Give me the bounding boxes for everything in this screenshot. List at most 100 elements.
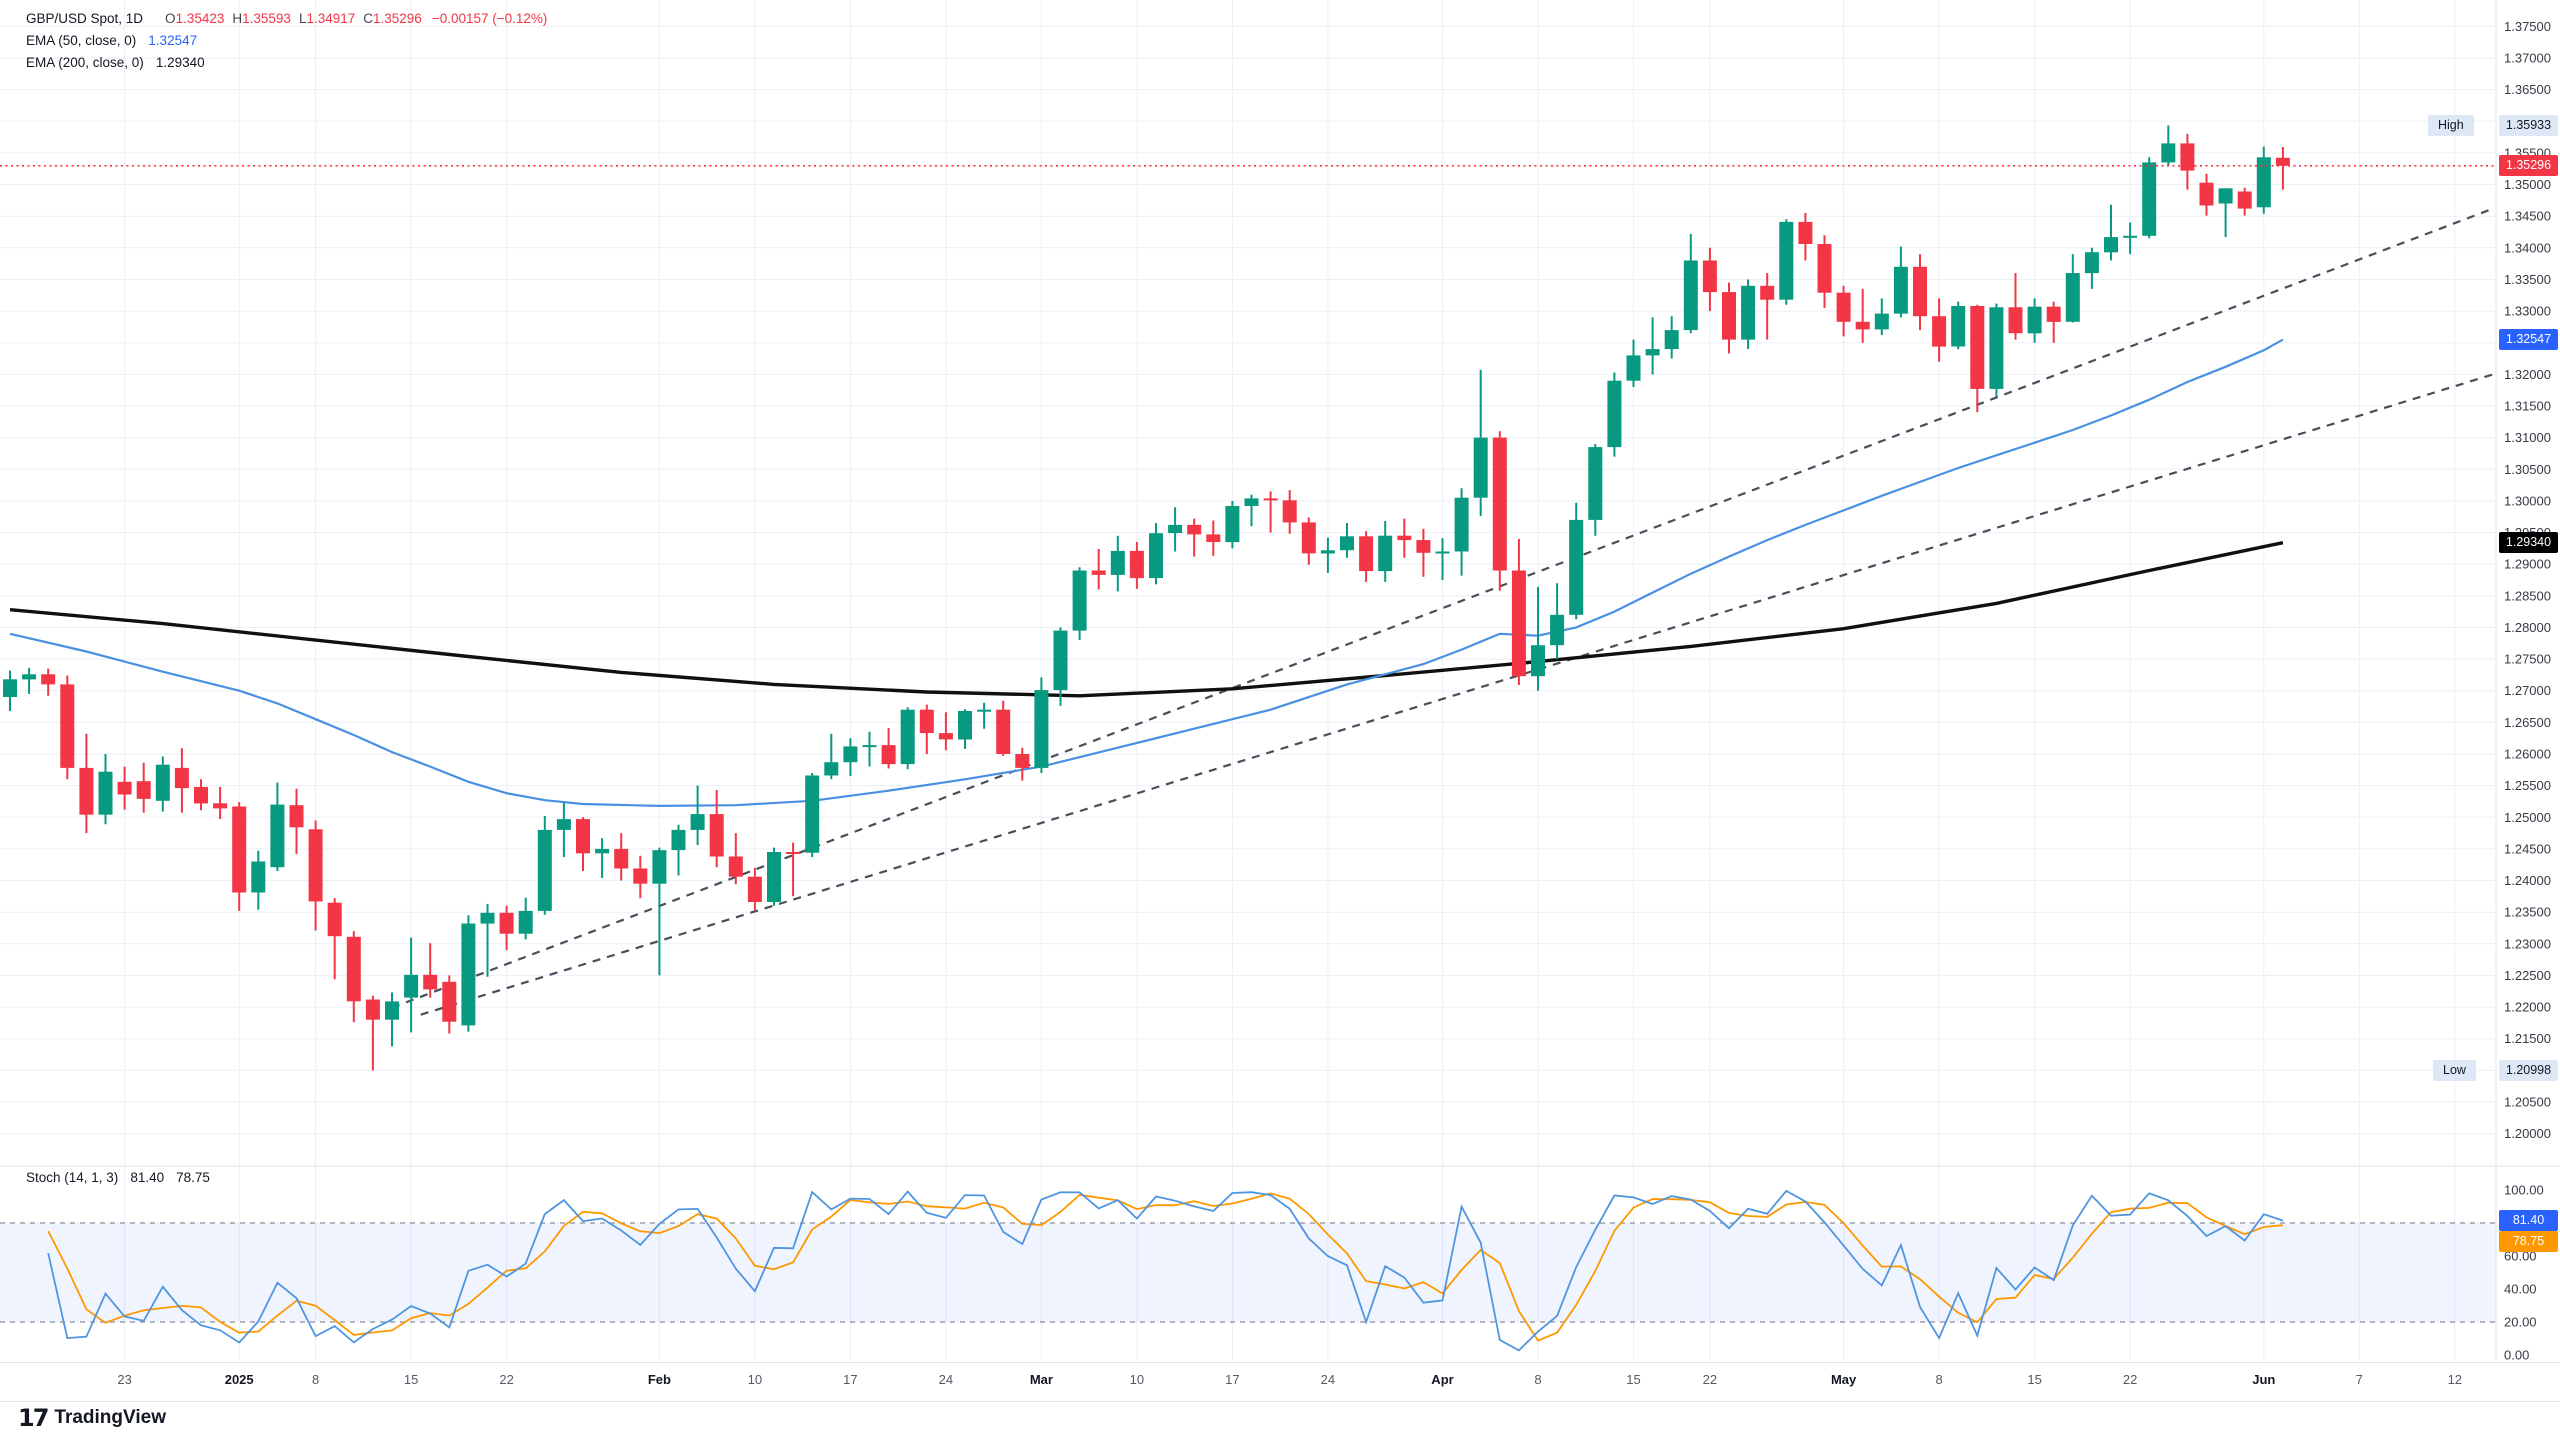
time-label: 10 — [1129, 1372, 1145, 1387]
open-value: 1.35423 — [175, 11, 225, 26]
close-label: C — [363, 11, 374, 26]
high-value: 1.35593 — [242, 11, 291, 26]
stoch-k-value: 81.40 — [130, 1170, 165, 1185]
stoch-d-line[interactable] — [47, 1192, 2283, 1342]
time-label: 15 — [403, 1372, 419, 1387]
stoch-legend-row[interactable]: Stoch (14, 1, 3) 81.40 78.75 — [26, 1170, 210, 1185]
trendlines[interactable] — [391, 207, 2494, 1016]
svg-text:1.30000: 1.30000 — [2504, 493, 2551, 508]
time-label: 12 — [2447, 1372, 2463, 1387]
svg-text:1.23000: 1.23000 — [2504, 936, 2551, 951]
stoch-k-axis-badge: 81.40 — [2499, 1210, 2558, 1232]
svg-text:1.26000: 1.26000 — [2504, 747, 2551, 762]
ema50-value: 1.32547 — [148, 33, 198, 48]
svg-text:1.21500: 1.21500 — [2504, 1031, 2551, 1046]
ema50-axis-badge: 1.32547 — [2499, 329, 2558, 351]
symbol-legend-row[interactable]: GBP/USD Spot, 1D O1.35423 H1.35593 L1.34917… — [26, 8, 547, 30]
high-price-axis-badge: 1.35933 — [2499, 115, 2558, 137]
svg-text:1.33500: 1.33500 — [2504, 272, 2551, 287]
svg-text:1.30500: 1.30500 — [2504, 462, 2551, 477]
price-axis-labels[interactable]: 1.200001.205001.210001.215001.220001.225… — [2504, 19, 2551, 1362]
high-marker-pill: High — [2428, 115, 2474, 137]
svg-text:1.37500: 1.37500 — [2504, 19, 2551, 34]
svg-text:1.33000: 1.33000 — [2504, 304, 2551, 319]
svg-text:1.22500: 1.22500 — [2504, 968, 2551, 983]
time-label: 15 — [2027, 1372, 2042, 1387]
svg-text:100.00: 100.00 — [2504, 1183, 2544, 1198]
low-marker-pill: Low — [2433, 1059, 2476, 1081]
open-label: O — [165, 11, 176, 26]
svg-text:1.27500: 1.27500 — [2504, 652, 2551, 667]
ema50-label: EMA (50, close, 0) — [26, 33, 137, 48]
svg-text:1.35000: 1.35000 — [2504, 177, 2551, 192]
tradingview-logo-icon: 17 — [18, 1404, 49, 1432]
candlesticks — [3, 125, 2290, 1071]
time-label: Feb — [647, 1372, 671, 1387]
svg-text:1.37000: 1.37000 — [2504, 51, 2551, 66]
tradingview-brand[interactable]: 17 TradingView — [18, 1403, 166, 1433]
stoch-d-value: 78.75 — [176, 1170, 210, 1185]
svg-text:1.25500: 1.25500 — [2504, 778, 2551, 793]
stoch-band — [0, 1222, 2496, 1323]
ema50-legend-row[interactable]: EMA (50, close, 0) 1.32547 — [26, 30, 547, 52]
ema200-value: 1.29340 — [155, 55, 205, 70]
stoch-label: Stoch (14, 1, 3) — [26, 1170, 119, 1185]
svg-text:1.20000: 1.20000 — [2504, 1126, 2551, 1141]
ema200-axis-badge: 1.29340 — [2499, 532, 2558, 554]
time-label: 22 — [499, 1372, 514, 1387]
svg-text:1.31000: 1.31000 — [2504, 430, 2551, 445]
svg-text:60.00: 60.00 — [2504, 1249, 2537, 1264]
svg-text:1.34000: 1.34000 — [2504, 240, 2551, 255]
time-label: 22 — [2122, 1372, 2138, 1387]
low-label: L — [298, 11, 307, 26]
tradingview-brand-name: TradingView — [54, 1407, 166, 1428]
time-label: 23 — [117, 1372, 132, 1387]
svg-text:1.20500: 1.20500 — [2504, 1095, 2551, 1110]
close-value: 1.35296 — [373, 11, 422, 26]
svg-text:1.26500: 1.26500 — [2504, 715, 2551, 730]
stoch-d-axis-badge: 78.75 — [2499, 1231, 2558, 1253]
time-label: 2025 — [224, 1372, 254, 1387]
ema200-legend-row[interactable]: EMA (200, close, 0) 1.29340 — [26, 52, 547, 74]
svg-text:1.23500: 1.23500 — [2504, 905, 2551, 920]
time-axis[interactable]: 23 2025 8 15 22 Feb 10 17 24 Mar 10 17 24 Apr 8 15 22 May… — [0, 1362, 2560, 1402]
chart-legend: GBP/USD Spot, 1D O1.35423 H1.35593 L1.34917… — [26, 8, 547, 74]
svg-text:40.00: 40.00 — [2504, 1282, 2537, 1297]
time-label: May — [1830, 1372, 1857, 1387]
svg-text:1.24000: 1.24000 — [2504, 873, 2551, 888]
svg-text:1.28000: 1.28000 — [2504, 620, 2551, 635]
svg-text:1.25000: 1.25000 — [2504, 810, 2551, 825]
high-label: H — [232, 11, 243, 26]
low-value: 1.34917 — [306, 11, 356, 26]
ema200-label: EMA (200, close, 0) — [26, 55, 144, 70]
svg-text:1.34500: 1.34500 — [2504, 209, 2551, 224]
symbol-title: GBP/USD Spot, 1D — [26, 11, 144, 26]
svg-text:1.32000: 1.32000 — [2504, 367, 2551, 382]
time-label: 7 — [2355, 1372, 2363, 1387]
time-label: 22 — [1702, 1372, 1718, 1387]
low-price-axis-badge: 1.20998 — [2499, 1059, 2558, 1081]
svg-text:0.00: 0.00 — [2504, 1348, 2529, 1363]
chart-plot-area[interactable]: 1.200001.205001.210001.215001.220001.225… — [0, 0, 2560, 1362]
stoch-k-line[interactable] — [47, 1189, 2284, 1352]
time-label: 15 — [1626, 1372, 1641, 1387]
last-price-axis-badge: 1.35296 — [2499, 155, 2558, 177]
time-label: 17 — [1225, 1372, 1240, 1387]
time-label: 24 — [938, 1372, 954, 1387]
time-label: Jun — [2252, 1372, 2276, 1387]
change-value: −0.00157 (−0.12%) — [431, 11, 548, 26]
ema50-line[interactable] — [9, 338, 2284, 808]
time-label: Apr — [1431, 1372, 1454, 1387]
svg-text:1.22000: 1.22000 — [2504, 1000, 2551, 1015]
time-label: 24 — [1320, 1372, 1336, 1387]
ema200-line[interactable] — [9, 541, 2284, 698]
pane-dividers — [0, 0, 2560, 1362]
svg-text:1.36500: 1.36500 — [2504, 82, 2551, 97]
svg-text:1.24500: 1.24500 — [2504, 841, 2551, 856]
svg-text:1.28500: 1.28500 — [2504, 588, 2551, 603]
time-label: 17 — [843, 1372, 858, 1387]
svg-text:1.31500: 1.31500 — [2504, 399, 2551, 414]
time-label: 8 — [311, 1372, 320, 1387]
time-label: Mar — [1029, 1372, 1053, 1387]
